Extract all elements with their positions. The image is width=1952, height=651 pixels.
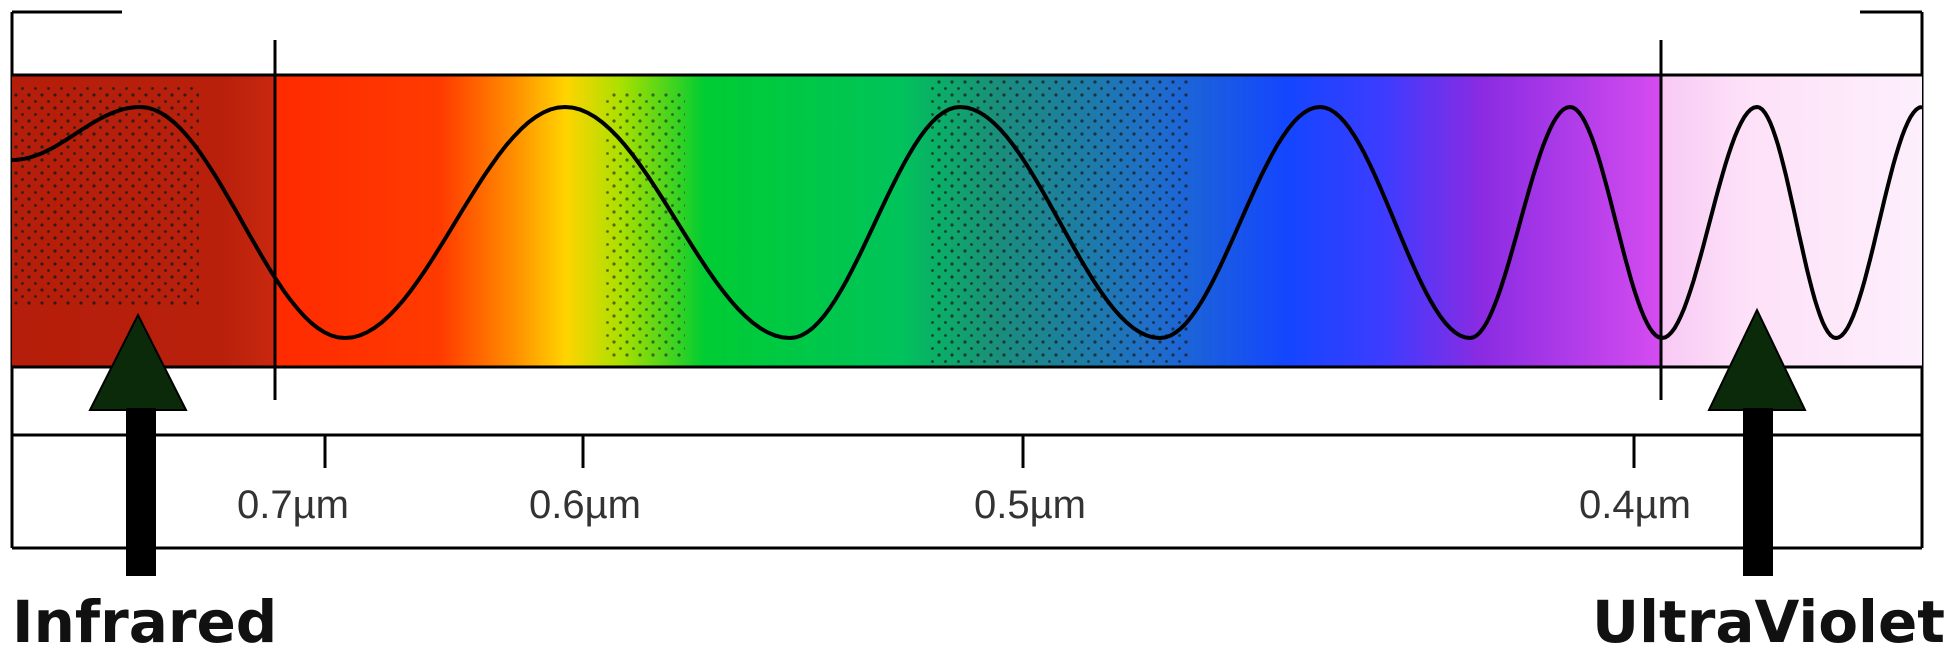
- ultraviolet-region: [1661, 75, 1922, 367]
- yellow-green-stipple: [605, 90, 685, 360]
- wavelength-scale: [323, 435, 1636, 468]
- wave-curve: [11, 105, 1923, 340]
- infrared-label: Infrared: [12, 588, 277, 651]
- tick-label-0.7: 0.7µm: [237, 483, 349, 527]
- tick-label-0.6: 0.6µm: [529, 483, 641, 527]
- band-borders: [12, 40, 1922, 550]
- up-arrow-icon: [88, 312, 188, 576]
- ultraviolet-label: UltraViolet: [1592, 588, 1945, 651]
- tick-label-0.4: 0.4µm: [1579, 483, 1691, 527]
- infrared-stipple: [14, 85, 199, 305]
- spectrum-band: [12, 75, 1922, 367]
- tick-label-0.5: 0.5µm: [974, 483, 1086, 527]
- up-arrow-icon: [1707, 307, 1807, 576]
